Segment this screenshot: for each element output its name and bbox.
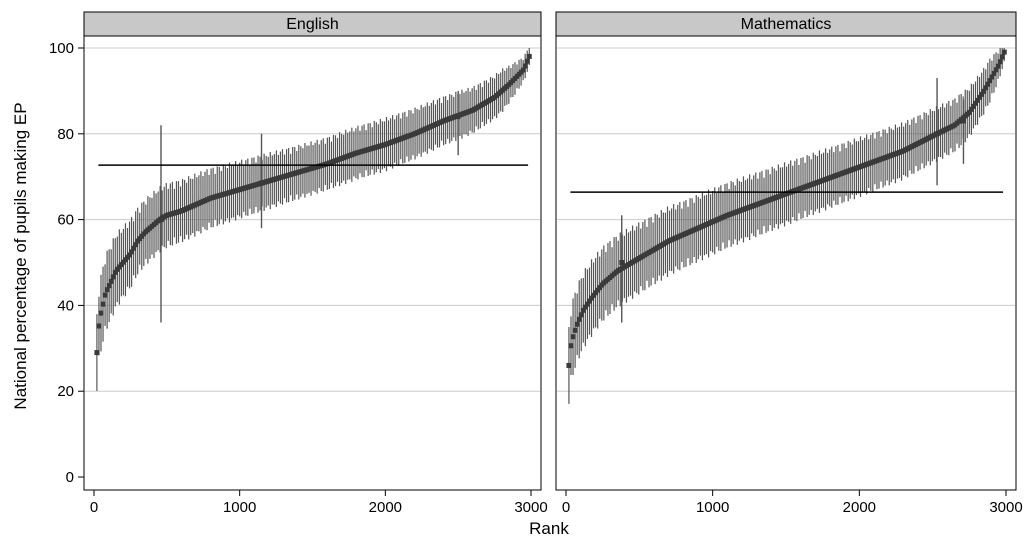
- data-point: [110, 274, 116, 280]
- data-point: [129, 249, 135, 255]
- data-point: [108, 278, 114, 284]
- data-point: [999, 54, 1005, 60]
- data-point: [576, 316, 582, 322]
- data-point: [977, 94, 983, 100]
- data-point: [94, 350, 100, 356]
- y-tick-label: 100: [49, 40, 74, 57]
- outlier-point: [960, 118, 966, 124]
- x-tick-label: 2000: [369, 499, 402, 516]
- data-point: [993, 67, 999, 73]
- data-point: [106, 283, 112, 289]
- data-point: [112, 269, 118, 275]
- data-point: [983, 85, 989, 91]
- panel-title: English: [286, 16, 338, 33]
- x-tick-label: 1000: [223, 499, 256, 516]
- x-axis-title: Rank: [529, 519, 569, 538]
- data-point: [568, 343, 574, 349]
- data-point: [1001, 49, 1007, 55]
- data-point: [586, 298, 592, 304]
- outlier-point: [259, 180, 265, 186]
- data-point: [96, 323, 102, 329]
- data-point: [104, 287, 110, 293]
- data-point: [572, 327, 578, 333]
- data-point: [102, 292, 108, 298]
- data-point: [595, 287, 601, 293]
- data-point: [127, 252, 133, 258]
- data-point: [995, 63, 1001, 69]
- data-point: [133, 242, 139, 248]
- data-point: [584, 301, 590, 307]
- data-point: [989, 74, 995, 80]
- x-tick-label: 0: [90, 499, 98, 516]
- panel-strip: [83, 11, 542, 37]
- data-point: [522, 63, 528, 69]
- y-axis-title: National percentage of pupils making EP: [11, 102, 30, 409]
- data-point: [997, 59, 1003, 65]
- data-point: [566, 362, 572, 368]
- data-point: [991, 70, 997, 76]
- data-point: [524, 58, 530, 64]
- outlier-point: [619, 260, 625, 265]
- data-point: [582, 304, 588, 310]
- panel-mathematics: Mathematics: [555, 11, 1017, 491]
- data-point: [985, 81, 991, 87]
- data-point: [972, 100, 978, 106]
- points: [566, 49, 1007, 368]
- data-point: [591, 292, 597, 298]
- data-point: [580, 307, 586, 313]
- data-point: [593, 290, 599, 296]
- data-point: [975, 97, 981, 103]
- x-tick-label: 1000: [696, 499, 729, 516]
- panel-title: Mathematics: [741, 16, 832, 33]
- data-point: [987, 78, 993, 84]
- data-point: [570, 334, 576, 340]
- data-point: [597, 285, 603, 291]
- y-tick-label: 40: [57, 297, 74, 314]
- data-point: [968, 106, 974, 112]
- data-point: [578, 312, 584, 318]
- data-point: [131, 245, 137, 251]
- x-tick-label: 3000: [514, 499, 547, 516]
- data-point: [526, 53, 532, 59]
- outlier-point: [455, 114, 461, 120]
- outlier-point: [158, 217, 164, 223]
- x-tick-label: 3000: [989, 499, 1022, 516]
- data-point: [574, 321, 580, 327]
- x-tick-label: 2000: [843, 499, 876, 516]
- points: [94, 53, 532, 356]
- data-point: [966, 109, 972, 115]
- y-tick-label: 0: [66, 469, 74, 486]
- data-point: [100, 301, 106, 307]
- data-point: [979, 91, 985, 97]
- data-point: [520, 67, 526, 73]
- y-tick-label: 20: [57, 383, 74, 400]
- panel-english: English: [83, 11, 542, 491]
- y-tick-label: 60: [57, 212, 74, 229]
- data-point: [589, 295, 595, 301]
- data-point: [970, 103, 976, 109]
- x-tick-label: 0: [562, 499, 570, 516]
- data-point: [98, 310, 104, 316]
- data-point: [981, 88, 987, 94]
- y-tick-label: 80: [57, 126, 74, 143]
- outlier-point: [934, 131, 940, 137]
